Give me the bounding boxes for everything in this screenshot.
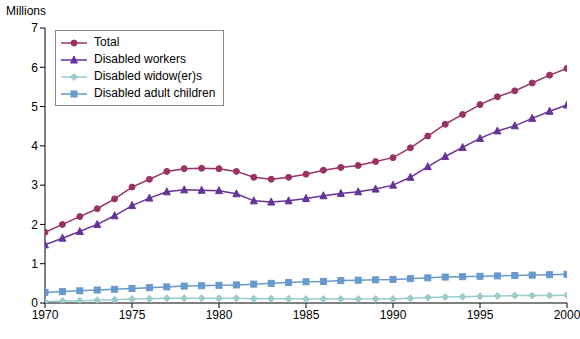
svg-text:1970: 1970	[31, 307, 59, 322]
svg-text:1980: 1980	[206, 308, 233, 322]
svg-text:4: 4	[31, 139, 38, 153]
svg-text:6: 6	[31, 61, 38, 75]
svg-text:0: 0	[31, 296, 38, 310]
svg-text:3: 3	[31, 178, 38, 192]
svg-text:2000: 2000	[554, 308, 580, 322]
html-text:Millions: Millions	[6, 4, 46, 18]
svg-text:1995: 1995	[467, 308, 494, 322]
svg-text:1990: 1990	[380, 308, 407, 322]
html-text:Disabled adult children: Disabled adult children	[94, 86, 216, 100]
svg-text:1985: 1985	[293, 308, 320, 322]
html-text:Total: Total	[94, 35, 120, 49]
html-text:Disabled workers: Disabled workers	[94, 52, 186, 66]
svg-text:1975: 1975	[119, 308, 146, 322]
svg-text:2: 2	[31, 218, 38, 232]
svg-text:5: 5	[31, 100, 38, 114]
html-text:Disabled widow(er)s: Disabled widow(er)s	[94, 69, 202, 83]
svg-text:1: 1	[31, 257, 38, 271]
svg-text:7: 7	[31, 21, 38, 35]
